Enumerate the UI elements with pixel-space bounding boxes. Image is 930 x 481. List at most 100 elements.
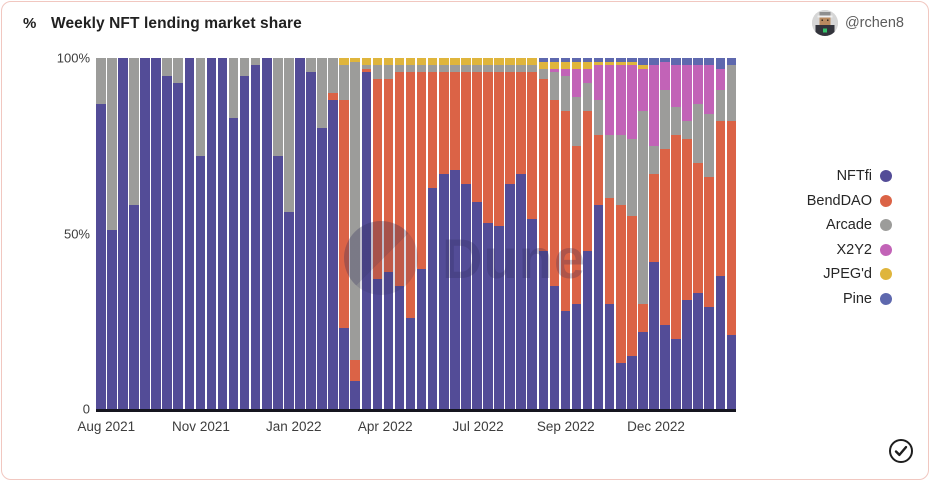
bar[interactable] [118,58,128,409]
author-link[interactable]: @rchen8 [811,10,904,36]
bar[interactable] [96,58,106,409]
bar-segment-nftfi [682,300,692,409]
bar-segment-pine [693,58,703,66]
bar-segment-nftfi [671,338,681,409]
bar-segment-benddao [516,72,526,174]
bar-segment-benddao [604,198,615,304]
bar-segment-benddao [494,72,504,227]
bar[interactable] [173,58,183,409]
bar[interactable] [217,58,228,409]
bar[interactable] [184,58,195,409]
bar-segment-pine [682,58,692,66]
legend-label: JPEG'd [823,266,872,282]
legend-item-pine[interactable]: Pine [807,291,892,307]
bar-segment-jpeg-d [527,58,537,66]
bar-segment-pine [560,58,571,62]
bar-segment-nftfi [107,230,117,409]
bar-segment-nftfi [239,75,250,409]
bar[interactable] [627,58,637,409]
bar[interactable] [693,58,703,409]
bar[interactable] [438,58,449,409]
legend-item-benddao[interactable]: BendDAO [807,193,892,209]
bar[interactable] [383,58,394,409]
bar[interactable] [239,58,250,409]
bar-segment-nftfi [615,363,626,409]
bar[interactable] [416,58,427,409]
bar[interactable] [195,58,206,409]
bar[interactable] [250,58,261,409]
legend-item-x2y2[interactable]: X2Y2 [807,242,892,258]
bar[interactable] [129,58,139,409]
bar[interactable] [615,58,626,409]
bar[interactable] [538,58,549,409]
bar[interactable] [549,58,560,409]
bar-segment-arcade [472,65,482,73]
bar-segment-nftfi [405,317,416,409]
bar[interactable] [472,58,482,409]
bar[interactable] [483,58,493,409]
bar[interactable] [427,58,438,409]
bar[interactable] [372,58,383,409]
bar[interactable] [649,58,659,409]
bar-segment-jpeg-d [427,58,438,66]
bar[interactable] [228,58,239,409]
bar[interactable] [461,58,471,409]
bar-segment-jpeg-d [450,58,460,66]
bar-segment-jpeg-d [582,61,593,69]
bar[interactable] [394,58,405,409]
bar[interactable] [726,58,737,409]
bar[interactable] [593,58,604,409]
bar-segment-pine [671,58,681,66]
bar[interactable] [107,58,117,409]
legend-item-arcade[interactable]: Arcade [807,217,892,233]
bar[interactable] [350,58,360,409]
bar[interactable] [162,58,172,409]
bar[interactable] [516,58,526,409]
bar[interactable] [284,58,294,409]
bar[interactable] [505,58,515,409]
bar-segment-x2y2 [715,68,726,90]
bar[interactable] [450,58,460,409]
bar[interactable] [295,58,305,409]
legend-color-dot [880,194,892,207]
bar[interactable] [273,58,283,409]
bar[interactable] [339,58,349,409]
bar-segment-benddao [461,72,471,185]
bar[interactable] [638,58,648,409]
bar[interactable] [306,58,316,409]
bar[interactable] [361,58,372,409]
bar[interactable] [261,58,272,409]
bar[interactable] [660,58,670,409]
bar[interactable] [405,58,416,409]
legend-item-nftfi[interactable]: NFTfi [807,168,892,184]
bar[interactable] [206,58,217,409]
bar-segment-x2y2 [560,68,571,76]
bar-segment-pine [571,58,582,62]
bar[interactable] [682,58,692,409]
bar[interactable] [671,58,681,409]
x-tick-label: Aug 2021 [77,419,136,434]
bar[interactable] [140,58,150,409]
bar[interactable] [527,58,537,409]
y-axis-unit-label: % [23,15,37,32]
bar[interactable] [571,58,582,409]
bar-segment-benddao [383,79,394,273]
bar[interactable] [151,58,161,409]
bar[interactable] [317,58,327,409]
bar[interactable] [494,58,504,409]
bar-segment-benddao [438,72,449,174]
legend-item-jpeg-d[interactable]: JPEG'd [807,266,892,282]
bar-segment-benddao [549,100,560,287]
bar[interactable] [582,58,593,409]
bar[interactable] [704,58,714,409]
bar-segment-jpeg-d [549,61,560,69]
bar-segment-pine [615,58,626,62]
bar[interactable] [715,58,726,409]
bar[interactable] [560,58,571,409]
bar-segment-pine [649,58,659,66]
bar-segment-nftfi [494,226,504,409]
bar-segment-arcade [273,58,283,157]
bar[interactable] [604,58,615,409]
bar[interactable] [328,58,338,409]
y-tick-label: 100% [56,50,90,66]
